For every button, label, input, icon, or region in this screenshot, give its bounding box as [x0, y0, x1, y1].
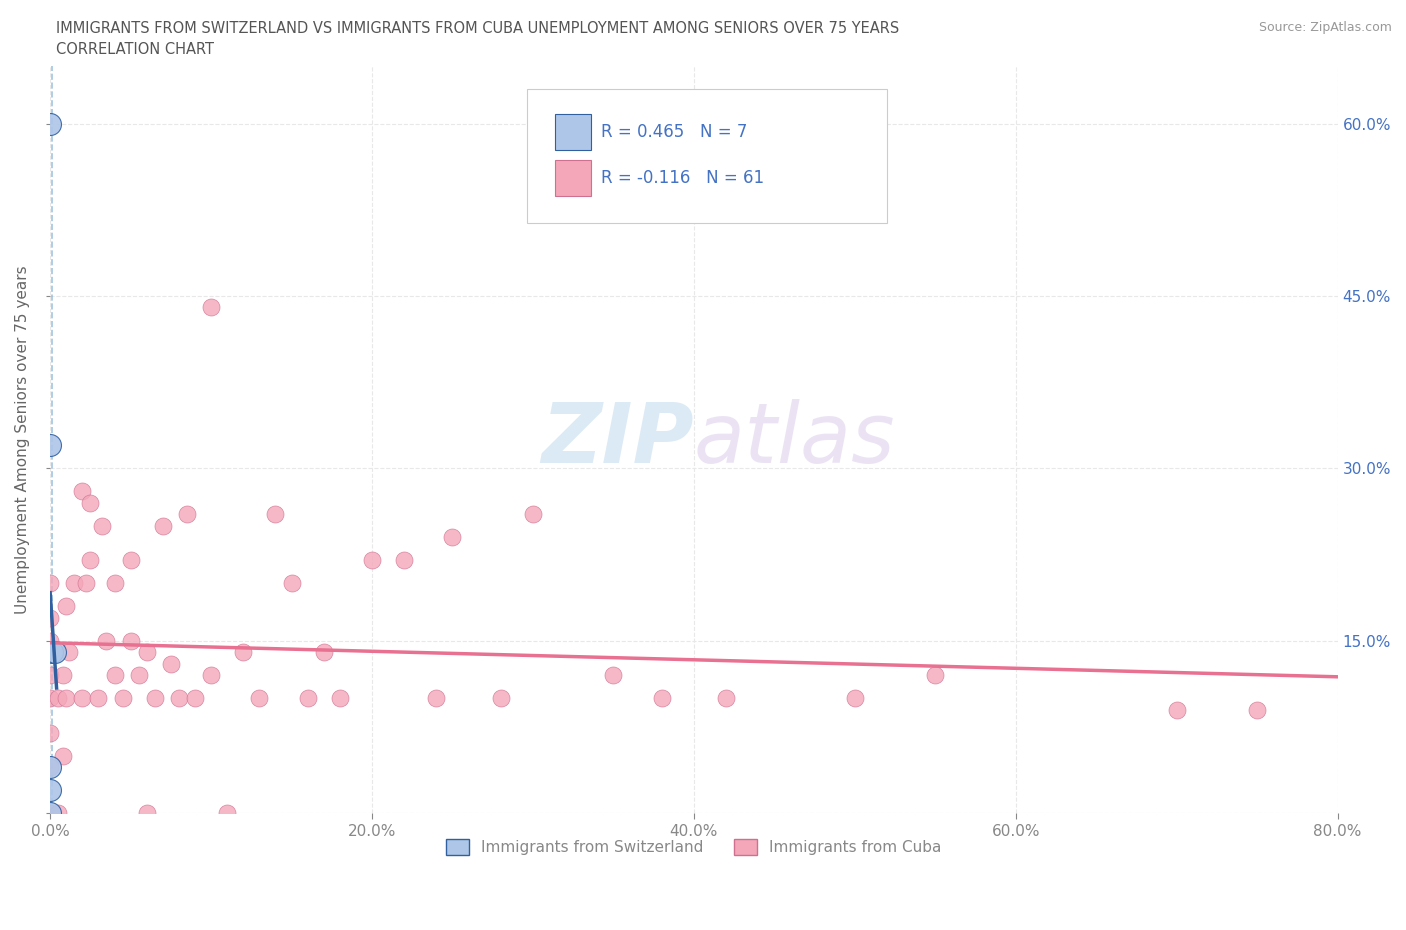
Point	[39, 805, 62, 820]
Point	[39, 760, 62, 775]
Point	[58, 644, 80, 659]
Point	[120, 552, 142, 567]
Point	[392, 552, 415, 567]
Point	[39, 783, 62, 798]
Point	[184, 691, 207, 706]
Point	[39, 691, 62, 706]
Point	[152, 518, 174, 533]
Point	[602, 668, 624, 683]
Point	[39, 576, 62, 591]
FancyBboxPatch shape	[555, 114, 591, 150]
Point	[55, 691, 77, 706]
Point	[143, 691, 166, 706]
Point	[103, 576, 125, 591]
Point	[63, 576, 86, 591]
FancyBboxPatch shape	[555, 160, 591, 196]
Point	[329, 691, 352, 706]
Point	[75, 576, 97, 591]
Text: atlas: atlas	[695, 399, 896, 480]
Point	[46, 691, 69, 706]
Point	[232, 644, 254, 659]
Point	[441, 530, 464, 545]
Point	[167, 691, 190, 706]
Point	[87, 691, 110, 706]
Point	[425, 691, 447, 706]
Point	[297, 691, 319, 706]
Point	[135, 805, 157, 820]
Point	[46, 805, 69, 820]
Point	[1246, 702, 1268, 717]
Point	[128, 668, 150, 683]
Point	[1166, 702, 1188, 717]
Point	[844, 691, 866, 706]
Point	[280, 576, 302, 591]
Point	[200, 668, 222, 683]
Point	[39, 805, 62, 820]
Point	[39, 633, 62, 648]
Text: R = 0.465   N = 7: R = 0.465 N = 7	[602, 123, 748, 140]
Point	[72, 691, 94, 706]
Point	[39, 116, 62, 131]
Point	[120, 633, 142, 648]
Point	[39, 725, 62, 740]
Point	[522, 507, 544, 522]
Text: R = -0.116   N = 61: R = -0.116 N = 61	[602, 169, 765, 187]
Y-axis label: Unemployment Among Seniors over 75 years: Unemployment Among Seniors over 75 years	[15, 265, 30, 614]
Point	[111, 691, 134, 706]
Point	[96, 633, 118, 648]
Point	[72, 484, 94, 498]
Text: Source: ZipAtlas.com: Source: ZipAtlas.com	[1258, 21, 1392, 34]
Text: CORRELATION CHART: CORRELATION CHART	[56, 42, 214, 57]
Point	[361, 552, 384, 567]
FancyBboxPatch shape	[526, 88, 887, 223]
Point	[55, 599, 77, 614]
Point	[39, 438, 62, 453]
Point	[489, 691, 512, 706]
Point	[176, 507, 198, 522]
Point	[52, 668, 75, 683]
Point	[52, 749, 75, 764]
Point	[39, 610, 62, 625]
Point	[39, 668, 62, 683]
Point	[103, 668, 125, 683]
Point	[90, 518, 112, 533]
Text: ZIP: ZIP	[541, 399, 695, 480]
Point	[200, 300, 222, 315]
Point	[217, 805, 239, 820]
Point	[160, 657, 183, 671]
Point	[44, 644, 66, 659]
Point	[79, 552, 101, 567]
Point	[135, 644, 157, 659]
Point	[651, 691, 673, 706]
Point	[924, 668, 946, 683]
Legend: Immigrants from Switzerland, Immigrants from Cuba: Immigrants from Switzerland, Immigrants …	[440, 833, 948, 861]
Point	[264, 507, 287, 522]
Point	[41, 644, 63, 659]
Point	[39, 760, 62, 775]
Point	[312, 644, 335, 659]
Point	[79, 496, 101, 511]
Text: IMMIGRANTS FROM SWITZERLAND VS IMMIGRANTS FROM CUBA UNEMPLOYMENT AMONG SENIORS O: IMMIGRANTS FROM SWITZERLAND VS IMMIGRANT…	[56, 21, 900, 36]
Point	[714, 691, 737, 706]
Point	[247, 691, 270, 706]
